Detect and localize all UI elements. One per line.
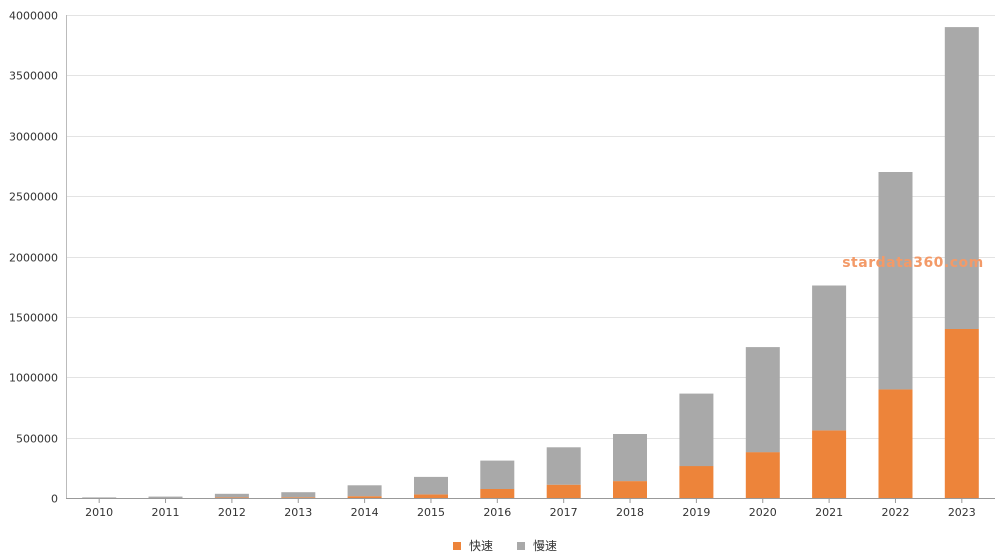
y-tick-label: 1500000 — [9, 312, 58, 325]
bar-segment[interactable] — [414, 476, 448, 495]
bar-segment[interactable] — [878, 172, 913, 390]
x-tick-label: 2012 — [218, 506, 246, 519]
x-tick-label: 2013 — [284, 506, 312, 519]
bar-segment[interactable] — [82, 497, 117, 498]
x-tick-label: 2023 — [948, 506, 976, 519]
bar-segment[interactable] — [281, 492, 316, 498]
bar-segment[interactable] — [812, 430, 847, 498]
y-tick-label: 2000000 — [9, 252, 58, 265]
x-tick-label: 2015 — [417, 506, 445, 519]
bar-segment[interactable] — [944, 329, 979, 498]
x-tick-label: 2019 — [682, 506, 710, 519]
y-tick-label: 1000000 — [9, 372, 58, 385]
legend-swatch — [517, 542, 525, 550]
x-tick-label: 2022 — [881, 506, 909, 519]
x-tick-label: 2021 — [815, 506, 843, 519]
bar-segment[interactable] — [281, 497, 316, 498]
legend-label: 快速 — [469, 539, 493, 553]
bar-segment[interactable] — [347, 485, 382, 497]
bars — [82, 27, 979, 498]
y-tick-label: 0 — [51, 493, 58, 506]
y-tick-label: 2500000 — [9, 191, 58, 204]
legend-swatch — [453, 542, 461, 550]
y-tick-label: 500000 — [16, 433, 58, 446]
bar-segment[interactable] — [480, 460, 515, 489]
bar-segment[interactable] — [944, 27, 979, 329]
y-tick-label: 3000000 — [9, 131, 58, 144]
bar-segment[interactable] — [546, 484, 581, 498]
bar-segment[interactable] — [878, 389, 913, 498]
x-tick-label: 2018 — [616, 506, 644, 519]
x-tick-label: 2016 — [483, 506, 511, 519]
gridlines — [66, 15, 995, 439]
legend-item[interactable]: 慢速 — [517, 539, 557, 553]
x-tick-label: 2010 — [85, 506, 113, 519]
x-tick-label: 2017 — [550, 506, 578, 519]
x-tick-label: 2011 — [152, 506, 180, 519]
bar-segment[interactable] — [546, 447, 581, 485]
legend[interactable]: 快速 慢速 — [453, 539, 557, 553]
bar-segment[interactable] — [613, 481, 647, 498]
x-tick-label: 2020 — [749, 506, 777, 519]
bar-segment[interactable] — [679, 466, 714, 498]
y-tick-label: 3500000 — [9, 70, 58, 83]
y-tick-label: 4000000 — [9, 10, 58, 23]
legend-label: 慢速 — [533, 539, 557, 553]
x-tick-label: 2014 — [351, 506, 379, 519]
bar-segment[interactable] — [613, 434, 647, 482]
bar-segment[interactable] — [679, 393, 714, 467]
bar-segment[interactable] — [214, 497, 249, 498]
y-axis: 0 500000 1000000 1500000 2000000 2500000 30000… — [9, 10, 67, 506]
watermark: stardata360.com — [842, 255, 984, 271]
bar-segment[interactable] — [745, 347, 780, 453]
legend-item[interactable]: 快速 — [453, 539, 493, 553]
bar-segment[interactable] — [414, 494, 448, 498]
x-axis: 2010 2011 2012 2013 2014 2015 2016 2017 2018 2019… — [66, 498, 995, 519]
bar-segment[interactable] — [347, 496, 382, 498]
bar-segment[interactable] — [148, 496, 183, 498]
bar-segment[interactable] — [812, 285, 847, 431]
bar-segment[interactable] — [745, 452, 780, 498]
bar-segment[interactable] — [480, 488, 515, 498]
bar-segment[interactable] — [214, 493, 249, 498]
